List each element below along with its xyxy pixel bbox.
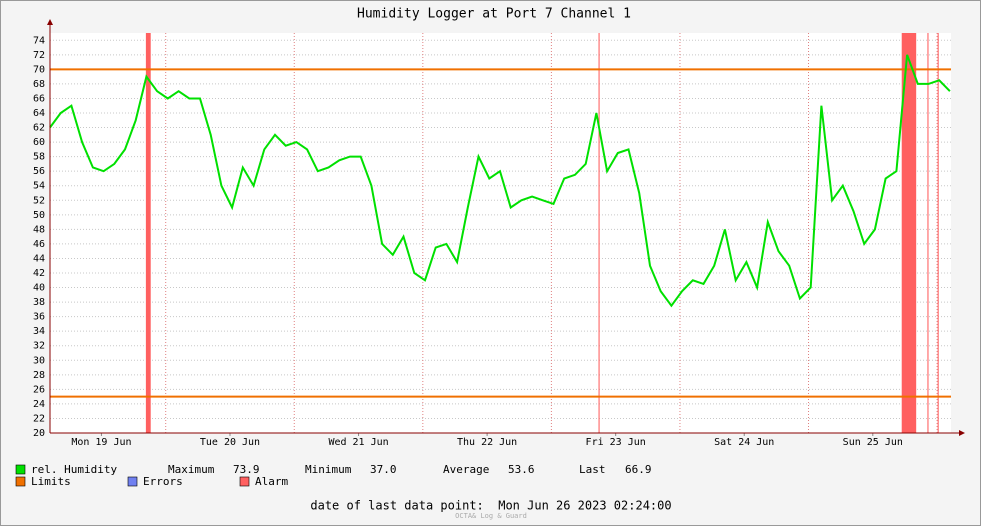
y-tick-label: 20 xyxy=(33,428,45,439)
stat-label: Maximum xyxy=(168,463,215,476)
y-tick-label: 28 xyxy=(33,370,45,381)
chart-title: Humidity Logger at Port 7 Channel 1 xyxy=(357,7,631,22)
alarm-band xyxy=(937,33,939,433)
y-tick-label: 50 xyxy=(33,210,45,221)
y-tick-label: 32 xyxy=(33,341,45,352)
x-tick-label: Mon 19 Jun xyxy=(71,437,131,448)
alarm-band xyxy=(901,33,917,433)
alarm-band xyxy=(927,33,929,433)
y-tick-label: 34 xyxy=(33,326,45,337)
legend-swatch xyxy=(15,476,26,487)
alarm-band xyxy=(145,33,151,433)
y-tick-label: 66 xyxy=(33,93,45,104)
stat-value: 73.9 xyxy=(233,463,260,476)
legend-label: Alarm xyxy=(255,475,288,488)
y-tick-label: 54 xyxy=(33,181,45,192)
y-tick-label: 70 xyxy=(33,64,45,75)
y-tick-label: 74 xyxy=(33,35,45,46)
x-tick-label: Thu 22 Jun xyxy=(457,437,517,448)
y-tick-label: 56 xyxy=(33,166,45,177)
y-tick-label: 72 xyxy=(33,50,45,61)
y-tick-label: 24 xyxy=(33,399,45,410)
y-tick-label: 48 xyxy=(33,224,45,235)
x-arrow xyxy=(959,430,965,436)
stat-value: 53.6 xyxy=(508,463,535,476)
x-tick-label: Sat 24 Jun xyxy=(714,437,774,448)
stat-value: 66.9 xyxy=(625,463,652,476)
y-tick-label: 60 xyxy=(33,137,45,148)
y-arrow xyxy=(47,19,53,25)
y-tick-label: 68 xyxy=(33,79,45,90)
x-tick-label: Fri 23 Jun xyxy=(586,437,646,448)
y-tick-label: 42 xyxy=(33,268,45,279)
legend-swatch xyxy=(15,464,26,475)
data-line xyxy=(49,54,951,308)
y-tick-label: 26 xyxy=(33,384,45,395)
x-tick-label: Tue 20 Jun xyxy=(200,437,260,448)
footer: date of last data point: Mon Jun 26 2023… xyxy=(310,499,671,513)
y-tick-label: 62 xyxy=(33,123,45,134)
legend-swatch xyxy=(239,476,250,487)
y-tick-label: 22 xyxy=(33,413,45,424)
watermark: OCTA& Log & Guard xyxy=(455,512,527,520)
legend-label: Limits xyxy=(31,475,71,488)
plot-area xyxy=(50,33,951,433)
stat-label: Minimum xyxy=(305,463,352,476)
legend-label: Errors xyxy=(143,475,183,488)
y-tick-label: 52 xyxy=(33,195,45,206)
x-tick-label: Wed 21 Jun xyxy=(328,437,388,448)
y-tick-label: 46 xyxy=(33,239,45,250)
y-tick-label: 40 xyxy=(33,283,45,294)
y-tick-label: 64 xyxy=(33,108,45,119)
stat-value: 37.0 xyxy=(370,463,397,476)
legend-swatch xyxy=(127,476,138,487)
y-tick-label: 36 xyxy=(33,312,45,323)
y-tick-label: 38 xyxy=(33,297,45,308)
y-tick-label: 58 xyxy=(33,152,45,163)
stat-label: Last xyxy=(579,463,606,476)
x-tick-label: Sun 25 Jun xyxy=(843,437,903,448)
alarm-band xyxy=(598,33,600,433)
legend-label: rel. Humidity xyxy=(31,463,117,476)
y-tick-label: 44 xyxy=(33,253,45,264)
stat-label: Average xyxy=(443,463,489,476)
y-tick-label: 30 xyxy=(33,355,45,366)
